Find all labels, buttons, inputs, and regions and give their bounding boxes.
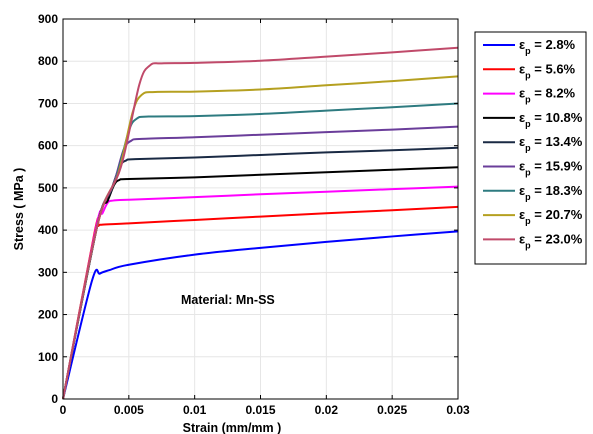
y-tick-label: 200 <box>38 308 58 322</box>
tick-labels: 0 0.005 0.01 0.015 0.02 0.025 0.03 0 100 200 300 40… <box>38 12 470 417</box>
material-annotation: Material: Mn-SS <box>181 293 275 307</box>
y-tick-label: 0 <box>51 392 58 406</box>
legend-label-7: εp = 18.3% <box>519 183 583 202</box>
y-tick-label: 800 <box>38 54 58 68</box>
x-tick-label: 0.015 <box>245 403 275 417</box>
x-tick-label: 0.02 <box>315 403 339 417</box>
x-axis-label: Strain (mm/mm ) <box>183 421 282 434</box>
y-tick-label: 600 <box>38 139 58 153</box>
ticks <box>62 18 459 400</box>
y-axis-label: Stress ( MPa ) <box>12 168 26 251</box>
legend-label-5: εp = 13.4% <box>519 134 583 153</box>
legend-label-1: εp = 2.8% <box>519 37 576 56</box>
x-tick-label: 0.005 <box>114 403 144 417</box>
legend-box <box>474 31 587 265</box>
y-tick-label: 100 <box>38 350 58 364</box>
legend-label-2: εp = 5.6% <box>519 61 576 80</box>
y-tick-label: 900 <box>38 12 58 26</box>
legend-label-4: εp = 10.8% <box>519 110 583 129</box>
y-tick-label: 400 <box>38 223 58 237</box>
legend-label-8: εp = 20.7% <box>519 207 583 226</box>
grid <box>63 19 458 399</box>
y-tick-label: 500 <box>38 181 58 195</box>
x-tick-label: 0 <box>60 403 67 417</box>
y-tick-label: 300 <box>38 265 58 279</box>
legend: εp = 2.8% εp = 5.6% εp = 8.2% εp = 10.8% εp … <box>474 31 587 265</box>
x-tick-label: 0.01 <box>183 403 207 417</box>
y-tick-label: 700 <box>38 96 58 110</box>
legend-label-6: εp = 15.9% <box>519 159 583 178</box>
x-tick-label: 0.03 <box>446 403 470 417</box>
legend-label-3: εp = 8.2% <box>519 86 576 105</box>
series-line-9 <box>62 46 459 400</box>
x-tick-label: 0.025 <box>377 403 407 417</box>
series-layer <box>62 46 459 400</box>
series-line-1 <box>62 230 459 400</box>
legend-label-9: εp = 23.0% <box>519 231 583 250</box>
